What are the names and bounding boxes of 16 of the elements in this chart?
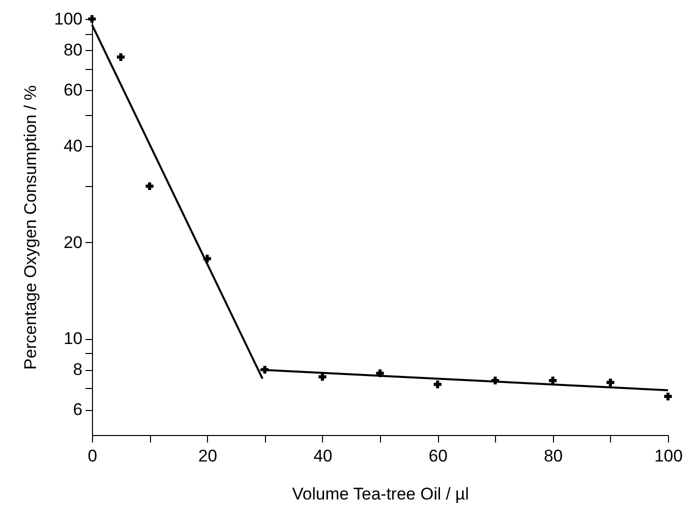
x-tick-label: 80 bbox=[544, 446, 563, 466]
x-tick-label: 100 bbox=[654, 446, 683, 466]
y-tick-label: 8 bbox=[73, 360, 82, 380]
y-tick-label: 20 bbox=[64, 232, 82, 252]
y-tick-label: 40 bbox=[64, 136, 82, 156]
y-axis-title: Percentage Oxygen Consumption / % bbox=[21, 85, 40, 370]
y-tick-label: 60 bbox=[64, 80, 82, 100]
x-tick-label: 40 bbox=[313, 446, 332, 466]
y-tick-label: 10 bbox=[64, 329, 82, 348]
y-tick-label: 6 bbox=[73, 400, 82, 420]
x-tick-label: 20 bbox=[198, 446, 218, 466]
x-axis-title: Volume Tea-tree Oil / µl bbox=[292, 484, 469, 504]
x-tick-label: 0 bbox=[88, 446, 98, 466]
y-tick-label: 80 bbox=[64, 40, 82, 60]
y-tick-label: 100 bbox=[54, 10, 82, 28]
x-tick-label: 60 bbox=[428, 446, 448, 466]
